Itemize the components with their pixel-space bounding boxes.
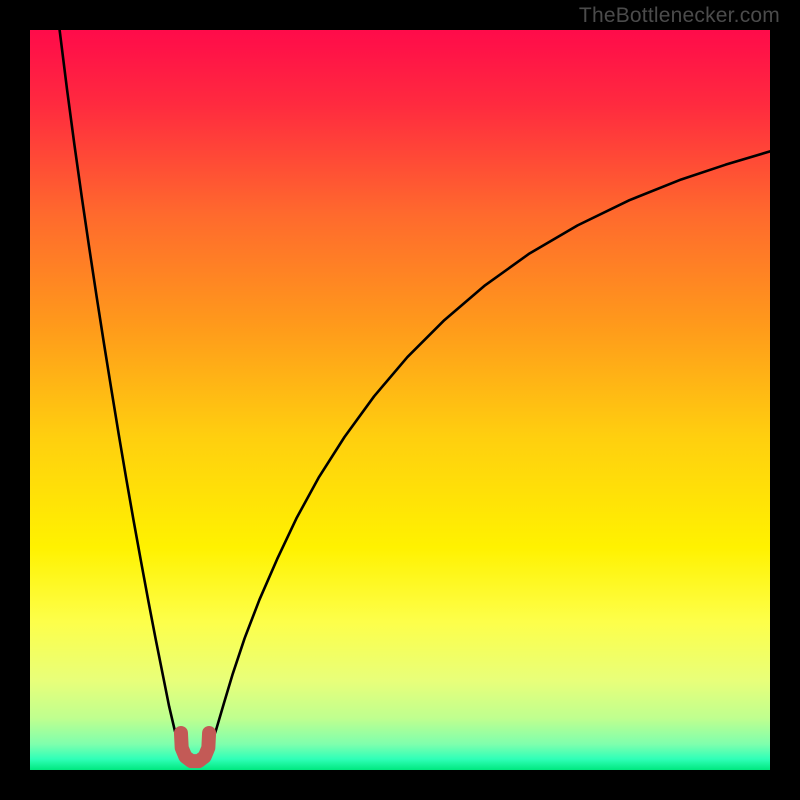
gradient-background bbox=[30, 30, 770, 770]
plot-area bbox=[30, 30, 770, 770]
source-watermark: TheBottlenecker.com bbox=[579, 4, 780, 28]
plot-svg bbox=[30, 30, 770, 770]
chart-container: TheBottlenecker.com bbox=[0, 0, 800, 800]
